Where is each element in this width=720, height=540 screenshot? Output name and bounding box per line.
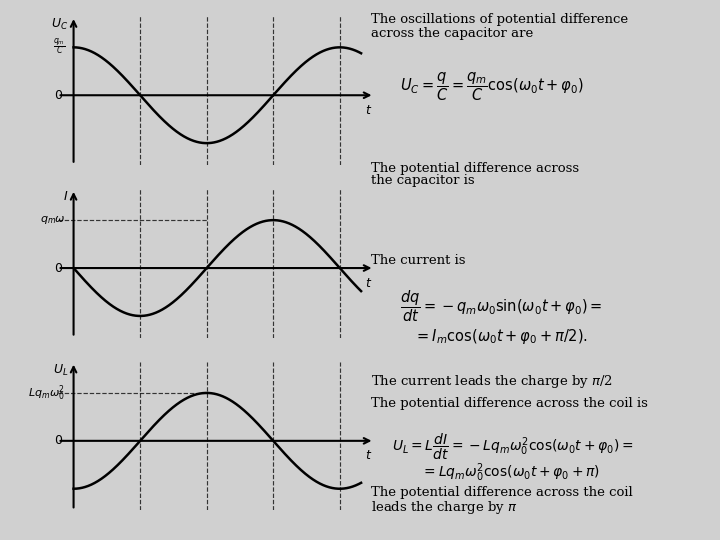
Text: $Lq_m\omega_0^2$: $Lq_m\omega_0^2$	[29, 383, 66, 403]
Text: $= I_m\cos(\omega_0 t + \varphi_0 + \pi/2).$: $= I_m\cos(\omega_0 t + \varphi_0 + \pi/…	[414, 327, 588, 346]
Text: $t$: $t$	[366, 276, 373, 289]
Text: The current is: The current is	[371, 254, 465, 267]
Text: $= Lq_m\omega_0^2\cos(\omega_0 t + \varphi_0 + \pi)$: $= Lq_m\omega_0^2\cos(\omega_0 t + \varp…	[421, 462, 600, 484]
Text: $\frac{q_m}{C}$: $\frac{q_m}{C}$	[53, 37, 66, 57]
Text: $U_C = \dfrac{q}{C} = \dfrac{q_m}{C}\cos(\omega_0 t + \varphi_0)$: $U_C = \dfrac{q}{C} = \dfrac{q_m}{C}\cos…	[400, 70, 584, 103]
Text: The oscillations of potential difference: The oscillations of potential difference	[371, 14, 628, 26]
Text: $q_m\omega$: $q_m\omega$	[40, 214, 66, 226]
Text: leads the charge by $\pi$: leads the charge by $\pi$	[371, 499, 517, 516]
Text: $U_L$: $U_L$	[53, 363, 68, 378]
Text: $0$: $0$	[54, 261, 63, 274]
Text: $0$: $0$	[54, 434, 63, 447]
Text: the capacitor is: the capacitor is	[371, 174, 479, 187]
Text: $I$: $I$	[63, 190, 68, 203]
Text: The current leads the charge by $\pi$/2: The current leads the charge by $\pi$/2	[371, 373, 613, 389]
Text: $t$: $t$	[366, 104, 373, 117]
Text: $0$: $0$	[54, 89, 63, 102]
Text: across the capacitor are: across the capacitor are	[371, 27, 533, 40]
Text: $U_C$: $U_C$	[51, 17, 68, 32]
Text: The potential difference across the coil is: The potential difference across the coil…	[371, 397, 648, 410]
Text: The potential difference across: The potential difference across	[371, 162, 579, 175]
Text: The potential difference across the coil: The potential difference across the coil	[371, 486, 633, 499]
Text: $t$: $t$	[366, 449, 373, 462]
Text: $U_L = L\dfrac{dI}{dt} = -Lq_m\omega_0^2\cos(\omega_0 t + \varphi_0) =$: $U_L = L\dfrac{dI}{dt} = -Lq_m\omega_0^2…	[392, 432, 634, 462]
Text: $\dfrac{dq}{dt} = -q_m\omega_0\sin(\omega_0 t + \varphi_0) =$: $\dfrac{dq}{dt} = -q_m\omega_0\sin(\omeg…	[400, 289, 602, 325]
